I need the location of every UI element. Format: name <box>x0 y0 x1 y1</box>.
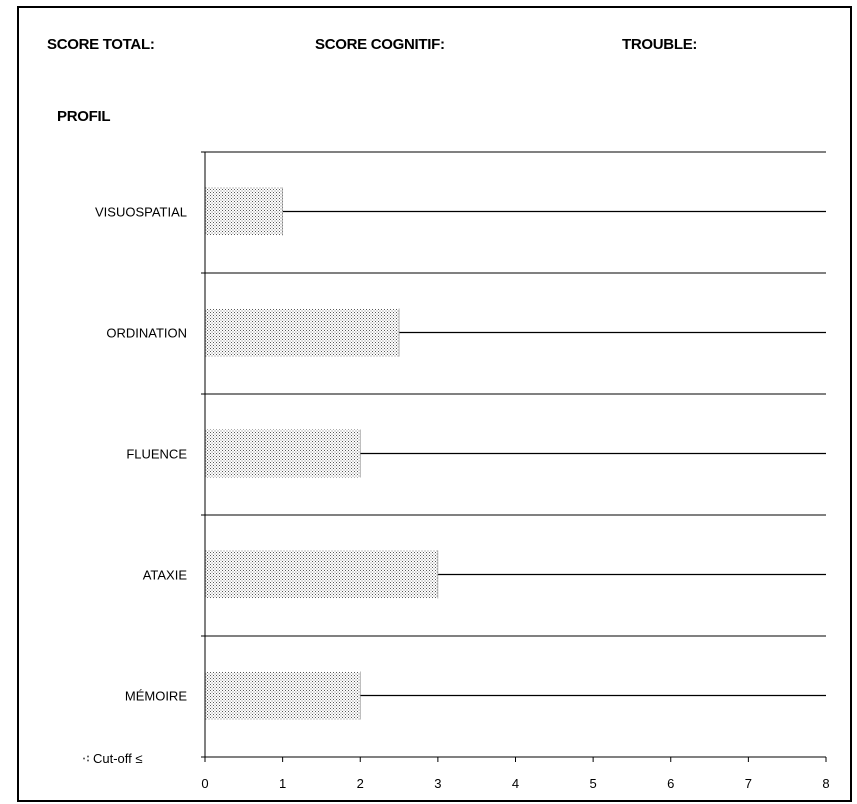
cutoff-legend-dot <box>83 757 85 760</box>
score-cognitif-label: SCORE COGNITIF: <box>315 36 445 53</box>
x-tick-label: 0 <box>201 776 208 791</box>
x-tick-label: 7 <box>745 776 752 791</box>
trouble-label: TROUBLE: <box>622 36 698 53</box>
category-label: ORDINATION <box>106 326 187 341</box>
category-label: ATAXIE <box>143 568 188 583</box>
chart-frame <box>17 6 852 802</box>
bar <box>205 550 438 599</box>
x-tick-label: 8 <box>822 776 829 791</box>
x-tick-label: 4 <box>512 776 519 791</box>
category-label: FLUENCE <box>126 447 187 462</box>
bar <box>205 187 283 236</box>
bar <box>205 308 400 357</box>
cutoff-legend-label: Cut-off ≤ <box>93 751 143 766</box>
score-total-label: SCORE TOTAL: <box>47 36 155 53</box>
x-tick-label: 3 <box>434 776 441 791</box>
bar <box>205 671 361 720</box>
bar <box>205 429 361 478</box>
x-tick-label: 1 <box>279 776 286 791</box>
category-label: VISUOSPATIAL <box>95 205 187 220</box>
cutoff-legend-dot <box>87 755 89 758</box>
x-tick-label: 2 <box>357 776 364 791</box>
cutoff-legend-dot <box>87 759 89 762</box>
profil-label: PROFIL <box>57 108 111 125</box>
x-tick-label: 6 <box>667 776 674 791</box>
x-tick-label: 5 <box>590 776 597 791</box>
category-label: MÉMOIRE <box>125 689 187 704</box>
